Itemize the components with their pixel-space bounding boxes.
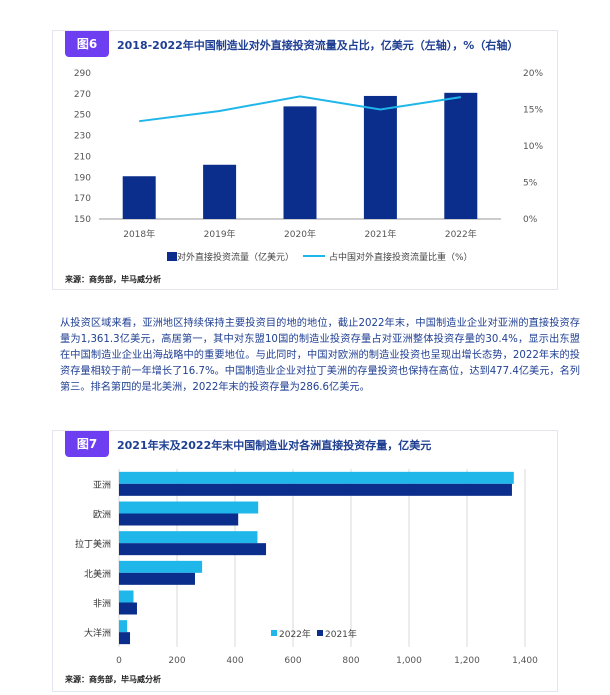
figure-6-panel: 图6 2018-2022年中国制造业对外直接投资流量及占比，亿美元（左轴），%（… [52, 30, 558, 290]
figure-7-title: 2021年末及2022年末中国制造业对各洲直接投资存量，亿美元 [117, 439, 432, 452]
bar-2018年 [122, 176, 156, 219]
bar-2021-非洲 [119, 602, 137, 615]
y-axis-category-label: 亚洲 [93, 480, 111, 491]
y2-axis-tick-label: 20% [523, 69, 543, 79]
figure-7-badge: 图7 [65, 431, 109, 457]
bar-2021-欧洲 [119, 513, 239, 526]
y-axis-tick-label: 250 [74, 111, 91, 121]
bar-2022-欧洲 [119, 501, 259, 514]
x-axis-tick-label: 2019年 [204, 228, 236, 240]
bar-2022-大洋洲 [119, 620, 128, 633]
bar-2021-大洋洲 [119, 632, 131, 645]
x-axis-tick-label: 2020年 [284, 228, 316, 240]
x-axis-tick-label: 400 [226, 656, 243, 666]
y2-axis-tick-label: 10% [523, 142, 543, 152]
legend-label-2021: 2021年 [325, 628, 357, 640]
y-axis-tick-label: 270 [74, 90, 91, 100]
x-axis-tick-label: 0 [116, 656, 122, 666]
y2-axis-tick-label: 15% [523, 106, 543, 116]
bar-2021-北美洲 [119, 572, 195, 585]
x-axis-tick-label: 1,400 [512, 656, 538, 666]
y2-axis-tick-label: 5% [523, 179, 538, 189]
y-axis-tick-label: 170 [74, 194, 91, 204]
figure-6-source: 来源：商务部，毕马威分析 [65, 275, 161, 284]
bar-2022-非洲 [119, 590, 134, 603]
figure-7-panel: 图7 2021年末及2022年末中国制造业对各洲直接投资存量，亿美元 0 200 4… [52, 430, 558, 692]
y-axis-category-label: 非洲 [93, 598, 111, 610]
y-axis-category-label: 北美洲 [84, 568, 111, 580]
legend-swatch-2021 [317, 630, 323, 636]
figure-6-badge: 图6 [65, 31, 109, 57]
bar-2021-亚洲 [119, 483, 512, 496]
bar-2022年 [444, 92, 478, 219]
y-axis-category-label: 欧洲 [93, 509, 111, 521]
y-axis-tick-label: 150 [74, 215, 91, 225]
x-axis-tick-label: 200 [168, 656, 185, 666]
bar-2019年 [203, 164, 237, 219]
bar-2021-拉丁美洲 [119, 543, 267, 556]
y-axis-tick-label: 210 [74, 152, 91, 162]
figure-6-title: 2018-2022年中国制造业对外直接投资流量及占比，亿美元（左轴），%（右轴） [117, 39, 519, 52]
x-axis-tick-label: 2022年 [445, 228, 477, 240]
x-axis-tick-label: 2021年 [364, 228, 396, 240]
legend-label-bar: 对外直接投资流量（亿美元） [177, 251, 294, 263]
legend-swatch-2022 [271, 630, 277, 636]
y-axis-category-label: 拉丁美洲 [75, 538, 111, 550]
bar-2022-亚洲 [119, 471, 514, 484]
figure-6-chart: 150 170 190 210 230 250 270 290 0% 5% 10% 15% 20% 201… [74, 69, 544, 263]
bar-2020年 [283, 106, 317, 219]
y-axis-category-label: 大洋洲 [84, 627, 111, 639]
y2-axis-tick-label: 0% [523, 215, 538, 225]
y-axis-tick-label: 290 [74, 69, 91, 79]
bar-2021年 [363, 95, 397, 219]
legend-label-line: 占中国对外直接投资流量比重（%） [329, 251, 473, 263]
y-axis-tick-label: 230 [74, 132, 91, 142]
y-axis-tick-label: 190 [74, 173, 91, 183]
bar-2022-拉丁美洲 [119, 531, 258, 544]
legend-swatch-bar [167, 252, 177, 261]
series-line-share [139, 95, 461, 123]
x-axis-tick-label: 1,200 [454, 656, 480, 666]
bar-2022-北美洲 [119, 560, 203, 573]
figure-7-source: 来源：商务部，毕马威分析 [65, 675, 161, 684]
x-axis-tick-label: 1,000 [396, 656, 422, 666]
x-axis-tick-label: 800 [342, 656, 359, 666]
figure-7-header: 图7 2021年末及2022年末中国制造业对各洲直接投资存量，亿美元 [53, 431, 557, 459]
body-paragraph: 从投资区域来看，亚洲地区持续保持主要投资目的地的地位，截止2022年末，中国制造… [60, 318, 580, 393]
x-axis-tick-label: 2018年 [123, 228, 155, 240]
figure-7-chart: 0 200 400 600 800 1,000 1,200 1,400 亚洲欧洲拉丁美洲北美洲非… [75, 469, 538, 666]
x-axis-tick-label: 600 [284, 656, 301, 666]
figure-6-header: 图6 2018-2022年中国制造业对外直接投资流量及占比，亿美元（左轴），%（… [53, 31, 557, 59]
legend-label-2022: 2022年 [279, 628, 311, 640]
